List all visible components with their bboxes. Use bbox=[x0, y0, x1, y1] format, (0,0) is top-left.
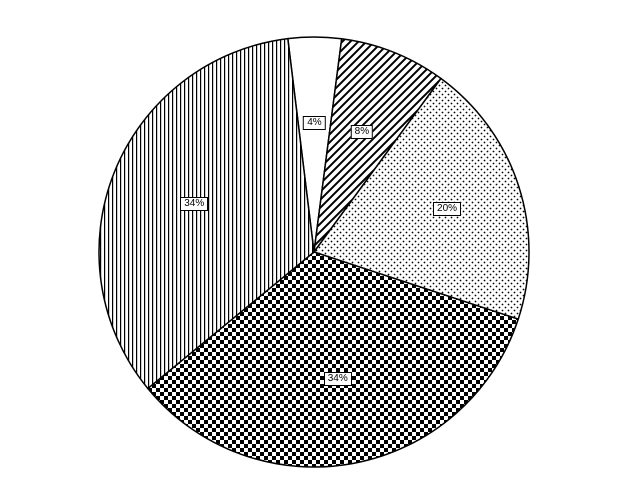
pie-svg bbox=[0, 0, 629, 504]
pct-label: 34% bbox=[324, 372, 352, 386]
pct-label: 8% bbox=[351, 125, 373, 139]
pct-label: 4% bbox=[303, 116, 325, 130]
pct-label: 34% bbox=[180, 197, 208, 211]
pie-chart: 4% 8% 20% 34% 34% bbox=[0, 0, 629, 504]
pct-label: 20% bbox=[433, 202, 461, 216]
